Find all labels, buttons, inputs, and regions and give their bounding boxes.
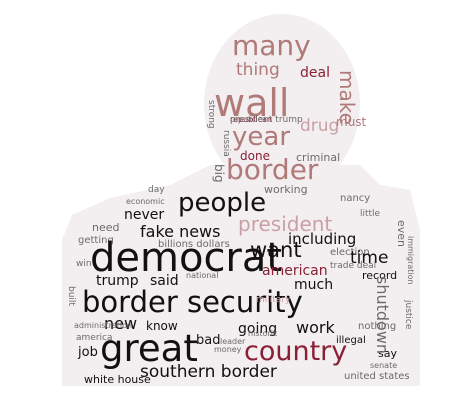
word-said: said	[150, 273, 179, 289]
word-democrat: democrat	[90, 235, 283, 281]
word-job: job	[78, 345, 98, 360]
word-border-security: border security	[82, 285, 303, 319]
word-president: president	[238, 212, 333, 236]
word-new: new	[104, 314, 138, 333]
word-getting: getting	[78, 235, 114, 246]
word-senate: senate	[370, 361, 398, 370]
word-people: people	[178, 188, 267, 218]
word-southern-border: southern border	[140, 362, 277, 382]
word-working: working	[264, 183, 308, 196]
word-built: built	[66, 286, 76, 306]
word-president-trump: president trump	[230, 115, 303, 125]
word-nancy: nancy	[340, 193, 371, 204]
word-military: military	[256, 295, 291, 305]
word-historic: historic	[248, 329, 278, 338]
word-never: never	[124, 207, 165, 223]
word-money: money	[214, 345, 242, 354]
word-justice: justice	[403, 300, 413, 330]
word-immigration: immigration	[406, 236, 415, 285]
word-year: year	[232, 122, 291, 152]
word-make: make	[335, 70, 359, 125]
word-economic: economic	[126, 197, 165, 206]
word-nothing: nothing	[358, 321, 397, 332]
word-thing: thing	[236, 60, 280, 80]
word-trump: trump	[96, 273, 139, 289]
word-national: national	[186, 271, 219, 280]
word-done: done	[240, 149, 270, 163]
word-country: country	[244, 336, 348, 367]
word-bad: bad	[196, 333, 221, 348]
word-administration: administration	[74, 321, 133, 330]
word-republican: republican	[230, 115, 273, 124]
word-election: election	[330, 247, 370, 258]
word-illegal: illegal	[336, 335, 366, 346]
word-little: little	[360, 209, 381, 219]
word-wall: wall	[214, 81, 290, 125]
word-shutdown: shutdown	[373, 276, 392, 355]
word-work: work	[296, 318, 335, 337]
word-win: win	[76, 259, 92, 269]
word-know: know	[146, 319, 178, 333]
word-want: want	[250, 238, 302, 262]
word-fake-news: fake news	[140, 222, 221, 241]
word-time: time	[350, 248, 389, 268]
word-white-house: white house	[84, 373, 151, 386]
word-need: need	[92, 221, 120, 234]
word-deal: deal	[300, 65, 330, 81]
word-many: many	[232, 29, 311, 62]
word-must: must	[336, 115, 367, 129]
word-big: big	[212, 164, 226, 183]
word-leader: leader	[220, 337, 246, 346]
word-much: much	[294, 277, 334, 293]
word-great: great	[100, 327, 198, 370]
word-billions-dollars: billions dollars	[158, 239, 230, 250]
word-american: american	[262, 263, 328, 279]
word-even: even	[395, 220, 408, 248]
word-strong: strong	[206, 100, 216, 129]
word-trade-deal: trade deal	[330, 261, 377, 271]
word-record: record	[362, 269, 398, 282]
word-going: going	[238, 321, 278, 337]
word-border-head: border	[226, 153, 319, 186]
word-russia: russia	[221, 130, 231, 157]
word-united-states: united states	[344, 371, 410, 382]
word-say: say	[378, 347, 397, 360]
word-day: day	[148, 185, 165, 195]
word-drug: drug	[300, 116, 340, 136]
word-america: america	[76, 333, 113, 343]
word-criminal: criminal	[296, 151, 341, 164]
word-including: including	[288, 230, 357, 248]
